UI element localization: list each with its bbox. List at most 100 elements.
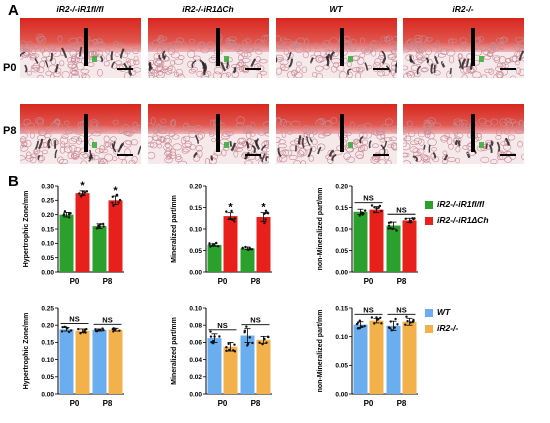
y-tick-label: 0.25 xyxy=(41,198,54,205)
data-point xyxy=(245,325,247,327)
y-axis-label: Hypertrophic Zone/mm xyxy=(23,191,30,268)
bar xyxy=(93,330,107,394)
data-point xyxy=(244,246,246,248)
bar xyxy=(387,326,401,394)
row-label-p0: P0 xyxy=(3,62,16,74)
data-point xyxy=(232,218,234,220)
data-point xyxy=(68,212,70,214)
y-tick-label: 0.20 xyxy=(335,183,348,190)
chart-svg: Mineralized part/mm0.000.020.040.060.080… xyxy=(170,300,278,418)
data-point xyxy=(359,214,361,216)
y-tick-label: 0.20 xyxy=(189,183,202,190)
y-tick-label: 0.00 xyxy=(335,391,348,398)
data-point xyxy=(84,331,86,333)
chart-svg: Hypertrophic Zone/mm0.000.050.100.150.20… xyxy=(22,300,130,418)
y-tick-label: 0.10 xyxy=(41,357,54,364)
bar-chart-5: Mineralized part/mm0.000.020.040.060.080… xyxy=(170,300,278,423)
data-point xyxy=(380,322,382,324)
data-point xyxy=(364,209,366,211)
y-tick-label: 0.05 xyxy=(41,255,54,262)
bar xyxy=(354,325,368,394)
significance-star: * xyxy=(228,202,233,214)
data-point xyxy=(215,242,217,244)
x-tick-label: P0 xyxy=(364,277,374,286)
significance-ns: NS xyxy=(217,321,227,330)
x-tick-label: P8 xyxy=(397,399,407,408)
data-point xyxy=(356,323,358,325)
chart-svg: Hypertrophic Zone/mm0.000.050.100.150.20… xyxy=(22,178,130,296)
data-point xyxy=(85,328,87,330)
bar xyxy=(76,331,90,394)
data-point xyxy=(261,343,263,345)
histology-image xyxy=(148,18,269,78)
significance-ns: NS xyxy=(363,305,373,314)
chart-svg: non-Mineralized part/mm0.000.050.100.15N… xyxy=(316,300,424,418)
data-point xyxy=(377,318,379,320)
y-tick-label: 0.15 xyxy=(189,205,202,212)
legend-item-dch: iR2-/-iR1ΔCh xyxy=(425,215,489,225)
panel-a-letter: A xyxy=(8,2,19,19)
y-tick-label: 0.30 xyxy=(41,183,54,190)
y-tick-label: 0.00 xyxy=(335,269,348,276)
histology-image xyxy=(148,104,269,164)
data-point xyxy=(112,327,114,329)
data-point xyxy=(357,327,359,329)
significance-ns: NS xyxy=(363,194,373,203)
data-point xyxy=(64,210,66,212)
bar xyxy=(257,340,271,394)
y-tick-label: 0.05 xyxy=(189,248,202,255)
data-point xyxy=(70,329,72,331)
y-axis-label: Mineralized part/mm xyxy=(171,317,178,385)
data-point xyxy=(363,325,365,327)
data-point xyxy=(96,227,98,229)
y-tick-label: 0.10 xyxy=(189,305,202,312)
bar xyxy=(93,226,107,272)
data-point xyxy=(371,316,373,318)
bar-chart-6: non-Mineralized part/mm0.000.050.100.15N… xyxy=(316,300,424,423)
data-point xyxy=(360,211,362,213)
y-axis-label: non-Mineralized part/mm xyxy=(317,188,324,271)
data-point xyxy=(395,229,397,231)
data-point xyxy=(249,336,251,338)
column-title-4: iR2-/- xyxy=(403,4,523,14)
data-point xyxy=(247,343,249,345)
data-point xyxy=(375,207,377,209)
data-point xyxy=(99,223,101,225)
y-tick-label: 0.15 xyxy=(41,226,54,233)
y-tick-label: 0.20 xyxy=(41,212,54,219)
data-point xyxy=(119,199,121,201)
histology-image-canvas xyxy=(276,104,397,164)
legend-item-ir2: iR2-/- xyxy=(425,323,458,333)
data-point xyxy=(68,331,70,333)
y-tick-label: 0.05 xyxy=(335,363,348,370)
histology-image-canvas xyxy=(403,104,524,164)
x-tick-label: P0 xyxy=(218,399,228,408)
y-tick-label: 0.02 xyxy=(189,374,202,381)
data-point xyxy=(95,330,97,332)
data-point xyxy=(77,328,79,330)
legend-item-flfl: iR2-/-iR1fl/fl xyxy=(425,199,484,209)
data-point xyxy=(227,343,229,345)
legend-label-flfl: iR2-/-iR1fl/fl xyxy=(437,199,484,209)
x-tick-label: P0 xyxy=(70,277,80,286)
data-point xyxy=(405,315,407,317)
bar xyxy=(109,200,123,272)
bar-chart-3: non-Mineralized part/mm0.000.050.100.150… xyxy=(316,178,424,301)
data-point xyxy=(225,350,227,352)
data-point xyxy=(102,225,104,227)
data-point xyxy=(373,206,375,208)
data-point xyxy=(388,224,390,226)
data-point xyxy=(391,228,393,230)
y-axis-label: Hypertrophic Zone/mm xyxy=(23,313,30,390)
y-tick-label: 0.04 xyxy=(189,357,202,364)
histology-image xyxy=(20,104,141,164)
significance-ns: NS xyxy=(250,316,260,325)
bar xyxy=(208,245,222,272)
y-tick-label: 0.10 xyxy=(335,334,348,341)
data-point xyxy=(263,337,265,339)
bar xyxy=(60,215,74,272)
y-tick-label: 0.10 xyxy=(189,226,202,233)
data-point xyxy=(394,318,396,320)
histology-image xyxy=(20,18,141,78)
x-tick-label: P8 xyxy=(103,399,113,408)
